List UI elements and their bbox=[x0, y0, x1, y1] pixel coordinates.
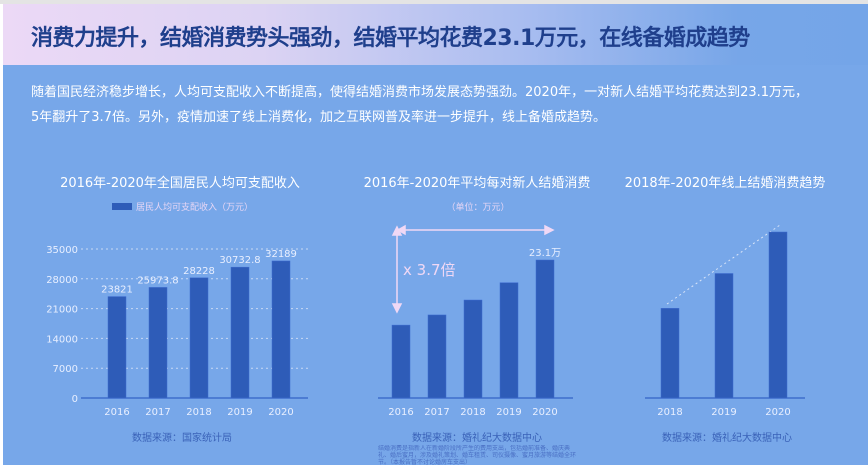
bar-2019 bbox=[230, 266, 250, 399]
growth-annotation: x 3.7倍 bbox=[403, 261, 456, 279]
y-tick-label: 21000 bbox=[46, 305, 78, 316]
bar-2020 bbox=[535, 259, 555, 399]
arrow-head-right bbox=[544, 224, 555, 236]
x-tick-label: 2017 bbox=[424, 407, 449, 418]
x-tick-label: 2020 bbox=[532, 407, 557, 418]
y-tick-label: 14000 bbox=[46, 334, 78, 345]
bar-2016 bbox=[391, 324, 411, 399]
intro-line-1: 随着国民经济稳步增长，人均可支配收入不断提高，使得结婚消费市场发展态势强劲。20… bbox=[31, 85, 809, 100]
arrow-head-left bbox=[396, 224, 406, 236]
x-tick-label: 2019 bbox=[227, 407, 252, 418]
x-tick-label: 2019 bbox=[711, 407, 736, 418]
header-banner: 消费力提升，结婚消费势头强劲，结婚平均花费23.1万元，在线备婚成趋势 bbox=[3, 4, 868, 65]
bar-2018 bbox=[189, 277, 209, 399]
bar-2016 bbox=[107, 296, 127, 399]
bar-2019 bbox=[714, 273, 734, 399]
chart2-source: 数据来源：婚礼纪大数据中心 bbox=[412, 431, 542, 444]
chart3-title: 2018年-2020年线上结婚消费趋势 bbox=[625, 175, 826, 191]
chart1-legend-label: 居民人均可支配收入（万元） bbox=[136, 201, 253, 213]
chart2-unit: （单位：万元） bbox=[446, 201, 509, 213]
chart1-legend-swatch bbox=[112, 203, 132, 210]
chart3-plot: 2018 2019 2020 bbox=[645, 231, 805, 418]
chart1-title: 2016年-2020年全国居民人均可支配收入 bbox=[60, 175, 300, 191]
x-tick-label: 2019 bbox=[496, 407, 521, 418]
x-tick-label: 2016 bbox=[104, 407, 129, 418]
chart2-plot: 2016 2017 2018 2019 2020 23.1万 bbox=[378, 248, 573, 418]
x-tick-label: 2016 bbox=[388, 407, 413, 418]
top-border bbox=[0, 0, 868, 4]
chart2-footnote-wrap: 结婚消费是指新人在新婚阶段所产生的费用支出，包括婚前准备、婚庆典礼、婚后蜜月，涉… bbox=[378, 445, 577, 466]
chart2-footnote: 结婚消费是指新人在新婚阶段所产生的费用支出，包括婚前准备、婚庆典礼、婚后蜜月，涉… bbox=[378, 445, 577, 466]
y-tick-label: 35000 bbox=[46, 245, 78, 256]
data-label: 25973.8 bbox=[137, 275, 178, 286]
y-tick-label: 7000 bbox=[53, 364, 78, 375]
bar-2018 bbox=[660, 308, 680, 399]
bar-2019 bbox=[499, 282, 519, 399]
x-tick-label: 2017 bbox=[145, 407, 170, 418]
data-label: 23821 bbox=[101, 285, 133, 296]
arrow-head-down bbox=[391, 303, 403, 314]
chart1-source: 数据来源：国家统计局 bbox=[132, 431, 232, 444]
data-label: 30732.8 bbox=[219, 255, 260, 266]
x-tick-label: 2020 bbox=[765, 407, 790, 418]
data-label: 23.1万 bbox=[529, 248, 561, 259]
page-title: 消费力提升，结婚消费势头强劲，结婚平均花费23.1万元，在线备婚成趋势 bbox=[31, 26, 750, 51]
chart1-plot: 0 7000 14000 21000 28000 35000 2016 23821 2017 25… bbox=[46, 245, 308, 418]
intro-line-2: 5年翻升了3.7倍。另外，疫情加速了线上消费化，加之互联网普及率进一步提升，线上… bbox=[31, 110, 606, 125]
y-tick-label: 28000 bbox=[46, 275, 78, 286]
x-tick-label: 2018 bbox=[460, 407, 485, 418]
chart3-source: 数据来源：婚礼纪大数据中心 bbox=[662, 431, 792, 444]
bar-2020 bbox=[768, 231, 788, 399]
data-label: 32189 bbox=[265, 249, 297, 260]
bar-2017 bbox=[427, 314, 447, 399]
x-tick-label: 2020 bbox=[268, 407, 293, 418]
bar-2020 bbox=[271, 260, 291, 399]
y-tick-label: 0 bbox=[72, 394, 78, 405]
x-tick-label: 2018 bbox=[186, 407, 211, 418]
chart2-title: 2016年-2020年平均每对新人结婚消费 bbox=[364, 175, 591, 191]
bar-2018 bbox=[463, 299, 483, 399]
bottom-border bbox=[0, 465, 868, 469]
growth-arrows bbox=[391, 224, 555, 314]
arrow-head-up bbox=[391, 225, 403, 236]
bar-2017 bbox=[148, 287, 168, 399]
data-label: 28228 bbox=[183, 266, 215, 277]
x-tick-label: 2018 bbox=[657, 407, 682, 418]
